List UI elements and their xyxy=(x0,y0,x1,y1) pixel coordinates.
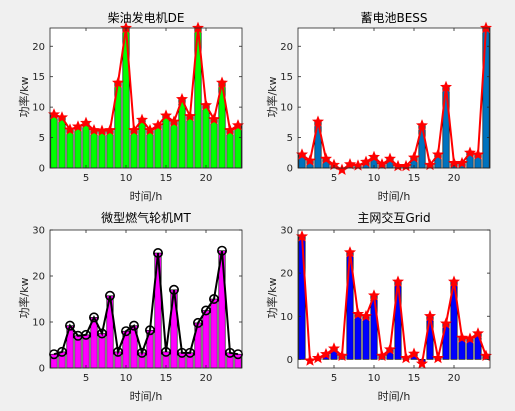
x-tick-label: 10 xyxy=(120,173,133,184)
bar xyxy=(355,314,361,359)
bar xyxy=(91,130,97,168)
x-tick-label: 15 xyxy=(408,373,421,384)
x-tick-label: 15 xyxy=(160,373,173,384)
bar xyxy=(67,130,73,168)
x-axis-label: 时间/h xyxy=(378,390,411,403)
y-tick-label: 5 xyxy=(287,133,293,144)
x-tick-label: 5 xyxy=(331,173,337,184)
x-axis-label: 时间/h xyxy=(130,190,163,203)
y-tick-label: 15 xyxy=(280,72,293,83)
y-tick-label: 20 xyxy=(32,272,45,283)
bar xyxy=(131,130,137,168)
bar xyxy=(203,311,209,369)
bar xyxy=(179,353,185,368)
x-tick-label: 20 xyxy=(200,173,213,184)
x-tick-label: 15 xyxy=(408,173,421,184)
y-axis-label: 功率/kw xyxy=(265,76,279,117)
y-tick-label: 20 xyxy=(32,42,45,53)
y-tick-label: 5 xyxy=(39,133,45,144)
x-tick-label: 20 xyxy=(200,373,213,384)
subplot-title: 主网交互Grid xyxy=(357,210,430,225)
y-tick-label: 10 xyxy=(280,312,293,323)
x-axis-label: 时间/h xyxy=(378,190,411,203)
bar xyxy=(107,130,113,168)
x-tick-label: 5 xyxy=(83,173,89,184)
y-axis-label: 功率/kw xyxy=(265,277,279,318)
y-tick-label: 20 xyxy=(280,269,293,280)
y-tick-label: 20 xyxy=(280,42,293,53)
y-tick-label: 30 xyxy=(280,226,293,237)
x-axis-label: 时间/h xyxy=(130,390,163,403)
bar xyxy=(51,354,57,368)
x-tick-label: 5 xyxy=(331,373,337,384)
x-tick-label: 20 xyxy=(448,173,461,184)
y-axis-label: 功率/kw xyxy=(17,76,31,117)
bar xyxy=(299,236,305,359)
bar xyxy=(363,316,369,359)
bar xyxy=(139,120,145,168)
x-tick-label: 5 xyxy=(83,373,89,384)
bar xyxy=(99,334,105,369)
bar xyxy=(171,122,177,168)
bar xyxy=(187,353,193,368)
x-tick-label: 10 xyxy=(120,373,133,384)
plot-area xyxy=(298,28,490,168)
bar xyxy=(147,130,153,168)
bar xyxy=(83,123,89,168)
bar xyxy=(91,317,97,368)
bar xyxy=(51,114,57,168)
x-tick-label: 15 xyxy=(160,173,173,184)
bar xyxy=(59,117,65,168)
y-tick-label: 15 xyxy=(32,72,45,83)
subplot-title: 蓄电池BESS xyxy=(360,11,427,25)
y-tick-label: 30 xyxy=(32,226,45,237)
y-tick-label: 10 xyxy=(32,103,45,114)
bar xyxy=(59,352,65,368)
x-tick-label: 20 xyxy=(448,373,461,384)
bar xyxy=(235,354,241,368)
y-tick-label: 0 xyxy=(39,164,45,175)
bar xyxy=(203,105,209,168)
y-tick-label: 10 xyxy=(280,103,293,114)
bar xyxy=(235,125,241,168)
x-tick-label: 10 xyxy=(368,173,381,184)
bar xyxy=(187,116,193,168)
y-axis-label: 功率/kw xyxy=(17,277,31,318)
bar xyxy=(179,99,185,168)
bar xyxy=(211,119,217,168)
bar xyxy=(99,131,105,168)
bar xyxy=(75,127,81,168)
x-tick-label: 10 xyxy=(368,373,381,384)
y-tick-label: 0 xyxy=(287,355,293,366)
y-tick-label: 0 xyxy=(287,164,293,175)
bar xyxy=(155,125,161,168)
subplot-title: 微型燃气轮机MT xyxy=(101,210,191,225)
y-tick-label: 0 xyxy=(39,364,45,375)
bar xyxy=(227,353,233,368)
bar xyxy=(211,299,217,368)
y-tick-label: 10 xyxy=(32,318,45,329)
subplot-title: 柴油发电机DE xyxy=(108,10,185,25)
bar xyxy=(227,130,233,168)
